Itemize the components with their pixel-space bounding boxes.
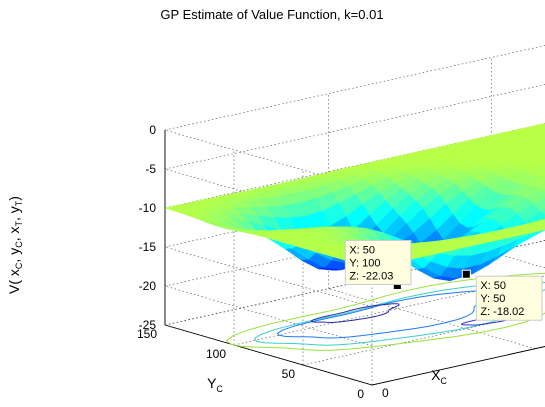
surface-patch (536, 183, 545, 191)
x-tick-label: 0 (382, 386, 389, 400)
x-axis-label: XC (431, 367, 447, 386)
contour-inner (276, 290, 500, 339)
surface-patch (539, 147, 545, 152)
z-tick-label: -5 (145, 162, 156, 176)
tick-labels: 0-5-10-15-20-25050100150050100150 (137, 123, 389, 401)
z-tick-label: 0 (149, 123, 156, 137)
surface-patch (540, 166, 545, 169)
surface-patch (538, 174, 545, 179)
surface-patch (533, 162, 545, 168)
datatip-box (475, 275, 543, 321)
y-tick-label: 150 (137, 327, 157, 341)
datatips: X: 125Y: 25Z: -8.371e-006X: 100Y: 25Z: -… (344, 240, 543, 321)
axis-edge-y (164, 324, 373, 386)
contour-core (310, 303, 400, 324)
chart-title: GP Estimate of Value Function, k=0.01 (160, 7, 383, 22)
y-tick-label: 0 (357, 387, 364, 401)
z-tick-label: -20 (139, 279, 157, 293)
surface-patch (537, 222, 545, 227)
surface-patch (533, 144, 545, 150)
surface-patch (530, 151, 545, 158)
surface-patch (531, 126, 545, 133)
surface-patch (538, 130, 545, 135)
y-tick-label: 50 (282, 367, 296, 381)
surface-patch (529, 178, 545, 188)
surface-patch (531, 170, 545, 177)
surface-patch (533, 197, 545, 212)
datatip-marker (461, 269, 471, 279)
z-tick-label: -15 (139, 240, 157, 254)
z-axis-label: V( xC, yC, xT, yT) (6, 196, 24, 294)
datatip-line: Z: -22.03 (349, 271, 393, 283)
datatip-line: Y: 50 (480, 293, 505, 305)
grid-line-z (164, 45, 545, 131)
datatip-line: Y: 100 (349, 258, 380, 270)
contour-outer (225, 272, 545, 351)
z-tick-label: -25 (139, 318, 157, 332)
datatip-box (344, 240, 412, 286)
surface-mesh (164, 123, 545, 282)
surface-patch (540, 123, 545, 126)
y-axis-label: YC (207, 375, 223, 394)
z-tick-label: -10 (139, 201, 157, 215)
datatip-line: X: 50 (480, 280, 506, 292)
datatip-line: Z: -18.02 (480, 306, 524, 318)
axis-edge-x (371, 346, 545, 386)
surface-patch (540, 208, 545, 216)
datatip-line: X: 50 (349, 245, 375, 257)
surface-patch (540, 219, 545, 221)
surface-patch (535, 137, 545, 142)
grid-line-z (164, 285, 373, 347)
surface-patch (536, 155, 545, 160)
y-tick-label: 100 (206, 347, 226, 361)
